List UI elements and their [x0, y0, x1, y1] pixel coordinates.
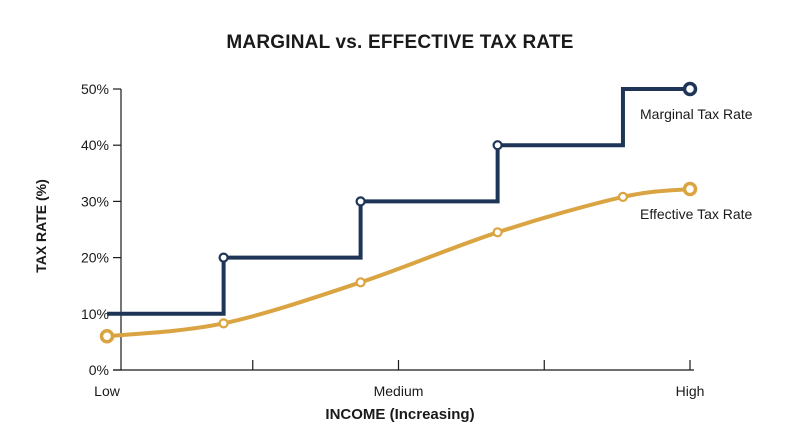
marginal-rate-marker	[492, 140, 503, 151]
series-markers	[99, 81, 698, 344]
y-tick-label: 40%	[81, 137, 109, 153]
x-tick-label: Medium	[374, 383, 424, 399]
x-tick-label: High	[676, 383, 705, 399]
effective-rate-label: Effective Tax Rate	[640, 206, 753, 222]
y-tick-label: 10%	[81, 306, 109, 322]
chart-title: MARGINAL vs. EFFECTIVE TAX RATE	[226, 32, 574, 53]
y-tick-label: 30%	[81, 193, 109, 209]
effective-rate-marker	[682, 181, 698, 197]
marginal-rate-marker	[355, 196, 366, 207]
effective-rate-marker	[99, 329, 115, 344]
effective-rate-marker	[218, 318, 229, 329]
series-lines	[106, 87, 691, 339]
marginal-rate-label: Marginal Tax Rate	[640, 106, 753, 122]
x-tick-label: Low	[94, 383, 121, 399]
y-tick-label: 20%	[81, 250, 109, 266]
effective-rate-marker	[492, 227, 503, 238]
axes: 0% 10% 20% 30% 40% 50% Low Medium High	[81, 81, 704, 399]
series-labels: Marginal Tax Rate Effective Tax Rate	[640, 106, 753, 222]
effective-rate-marker	[617, 191, 629, 203]
y-tick-label: 50%	[81, 81, 109, 97]
marginal-rate-marker	[682, 81, 698, 97]
marginal-rate-marker	[218, 252, 229, 263]
marginal-rate-line	[107, 87, 690, 316]
y-tick-label: 0%	[89, 362, 109, 378]
x-axis-label: INCOME (Increasing)	[325, 406, 475, 423]
effective-rate-marker	[355, 277, 366, 288]
